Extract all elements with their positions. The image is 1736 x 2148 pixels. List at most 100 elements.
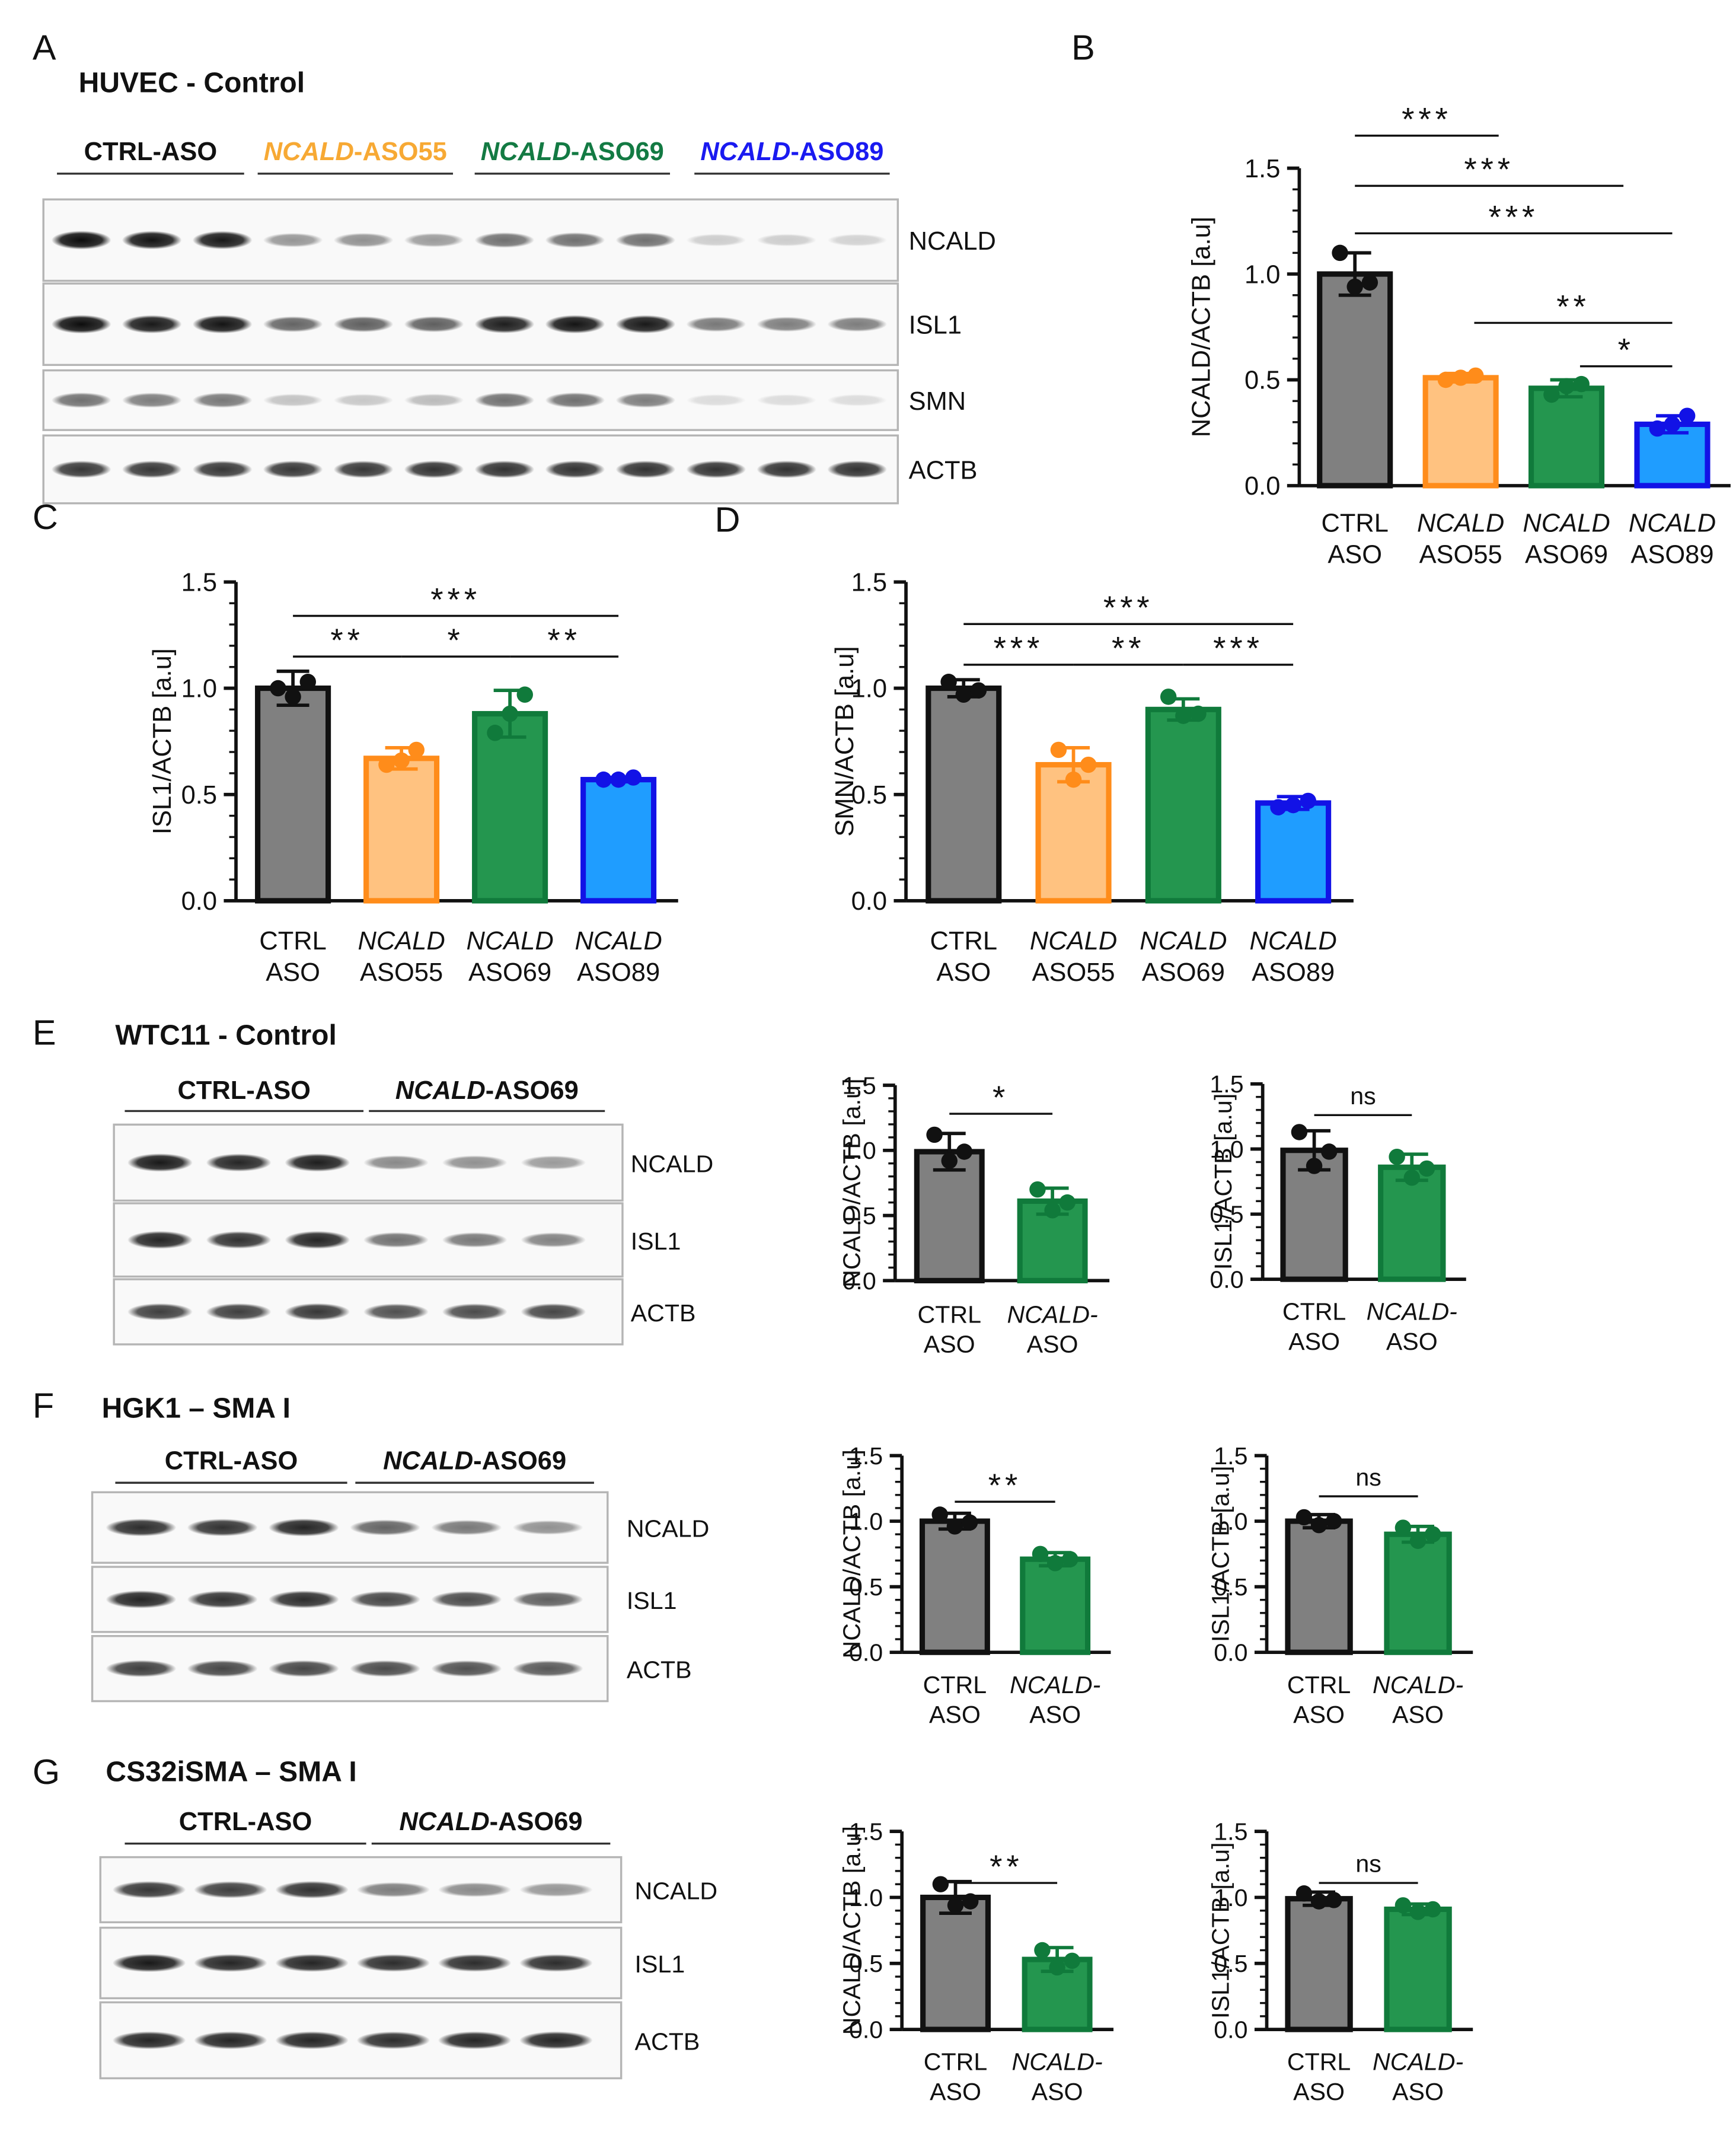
blot-title: CS32iSMA – SMA I bbox=[106, 1756, 356, 1787]
blot-band bbox=[686, 460, 746, 479]
blot-band bbox=[263, 460, 323, 478]
lane-group-label: NCALD-ASO69 bbox=[400, 1808, 583, 1836]
data-point bbox=[487, 725, 503, 741]
blot-band bbox=[106, 1660, 177, 1677]
data-point bbox=[1062, 1551, 1078, 1567]
blot-title: HGK1 – SMA I bbox=[102, 1392, 291, 1424]
bar-chart-c: 0.0 0.5 1.0 1.5 ISL1/ACTB [a.u] CTRL ASO NCALD A… bbox=[148, 569, 678, 987]
blot-row-label: ISL1 bbox=[627, 1587, 677, 1614]
y-tick-label: 1.5 bbox=[1214, 1818, 1247, 1846]
data-point bbox=[1270, 799, 1287, 815]
lane-group-label: NCALD-ASO69 bbox=[481, 138, 664, 166]
x-category-label: ASO55 bbox=[1419, 540, 1502, 569]
x-category-label: NCALD bbox=[1030, 927, 1117, 955]
data-point bbox=[270, 680, 286, 697]
y-axis-label: ISL1/ACTB [a.u] bbox=[1210, 1094, 1237, 1270]
x-category-label: ASO89 bbox=[577, 958, 660, 987]
significance-label: * bbox=[447, 622, 464, 658]
blot-row-label: ACTB bbox=[627, 1656, 692, 1684]
x-category-label: CTRL bbox=[930, 927, 997, 955]
lane-group-label-part: NCALD bbox=[395, 1076, 486, 1105]
data-point bbox=[926, 1126, 943, 1143]
x-category-label: NCALD bbox=[1523, 509, 1610, 538]
data-point bbox=[1190, 705, 1207, 722]
panel-letter-e: E bbox=[33, 1012, 56, 1052]
data-point bbox=[299, 674, 316, 690]
blot-band bbox=[285, 1153, 350, 1172]
bar bbox=[1285, 1518, 1353, 1655]
blot-band bbox=[192, 393, 253, 408]
blot-row-label: ISL1 bbox=[909, 311, 962, 340]
x-category-label: NCALD- bbox=[1367, 1298, 1457, 1325]
blot-band bbox=[404, 316, 464, 333]
blot-band bbox=[521, 1303, 586, 1321]
blot-band bbox=[431, 1591, 502, 1608]
blot-band bbox=[431, 1660, 502, 1677]
blot-band bbox=[686, 316, 746, 332]
blot-band bbox=[545, 460, 605, 479]
data-point bbox=[1573, 375, 1590, 393]
blot-band bbox=[442, 1232, 508, 1248]
data-point bbox=[1409, 1904, 1427, 1920]
blot-band bbox=[112, 1881, 186, 1898]
blot-band bbox=[356, 1882, 430, 1898]
y-tick-label: 0.5 bbox=[849, 1573, 883, 1601]
x-category-label: CTRL bbox=[924, 2048, 987, 2076]
blot-band bbox=[474, 460, 535, 479]
lane-group-label-part: CTRL-ASO bbox=[178, 1076, 311, 1105]
blot-band bbox=[275, 1954, 349, 1972]
blot-band bbox=[615, 393, 676, 408]
data-point bbox=[1409, 1532, 1427, 1549]
blot-band bbox=[521, 1155, 586, 1170]
lane-group-label-part: CTRL-ASO bbox=[179, 1808, 312, 1836]
data-point bbox=[946, 1518, 963, 1535]
panel-letter-b: B bbox=[1071, 28, 1095, 68]
x-category-label: NCALD bbox=[575, 927, 662, 955]
x-category-label: ASO bbox=[1386, 1328, 1438, 1355]
x-category-label: NCALD bbox=[1249, 927, 1336, 955]
data-point bbox=[1649, 420, 1666, 437]
x-category-label: CTRL bbox=[918, 1301, 981, 1328]
bar bbox=[1285, 1896, 1353, 2032]
blot-row-label: ISL1 bbox=[631, 1228, 681, 1255]
x-category-label: NCALD bbox=[1629, 509, 1716, 538]
blot-row-label: ISL1 bbox=[635, 1951, 685, 1978]
x-category-label: NCALD bbox=[1140, 927, 1227, 955]
significance-label: *** bbox=[430, 581, 481, 617]
blot-band bbox=[285, 1231, 350, 1249]
blot-band bbox=[757, 234, 817, 247]
blot-band bbox=[268, 1660, 339, 1677]
data-point bbox=[1295, 1509, 1313, 1526]
blot-band bbox=[333, 460, 394, 478]
data-point bbox=[1361, 274, 1378, 291]
y-tick-label: 1.5 bbox=[181, 569, 217, 597]
bar bbox=[472, 710, 548, 904]
y-axis-label: NCALD/ACTB [a.u] bbox=[838, 1449, 865, 1658]
blot-band bbox=[192, 231, 253, 250]
y-tick-label: 1.0 bbox=[1244, 260, 1280, 289]
y-tick-label: 0.5 bbox=[1214, 1950, 1247, 1977]
blot-band bbox=[474, 392, 535, 408]
blot-strip-isl1 bbox=[42, 282, 899, 367]
lane-group-label: CTRL-ASO bbox=[178, 1076, 311, 1105]
bar bbox=[1317, 271, 1393, 489]
blot-strip-actb bbox=[42, 434, 899, 505]
data-point bbox=[1175, 707, 1192, 724]
y-tick-label: 0.0 bbox=[1214, 1639, 1247, 1666]
y-axis-label: NCALD/ACTB [a.u] bbox=[1187, 216, 1215, 437]
blot-band bbox=[350, 1660, 421, 1677]
data-point bbox=[932, 1876, 949, 1892]
blot-band bbox=[438, 2031, 512, 2050]
x-category-label: ASO bbox=[1288, 1328, 1340, 1355]
blot-band bbox=[545, 392, 605, 408]
bar bbox=[1378, 1164, 1446, 1282]
lane-group-label-part: -ASO55 bbox=[354, 138, 447, 166]
data-point bbox=[1346, 278, 1363, 295]
blot-band bbox=[615, 232, 676, 248]
data-point bbox=[595, 771, 612, 788]
blot-band bbox=[285, 1303, 350, 1321]
blot-band bbox=[51, 392, 111, 408]
